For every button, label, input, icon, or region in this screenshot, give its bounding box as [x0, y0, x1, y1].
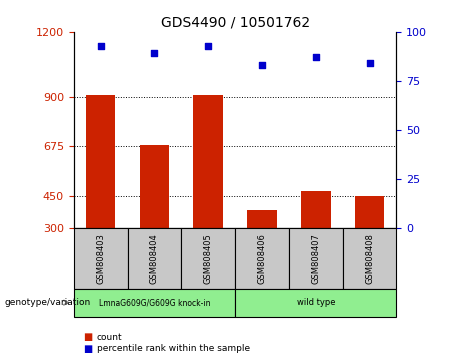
Bar	[128, 228, 181, 289]
Bar	[74, 228, 128, 289]
Title: GDS4490 / 10501762: GDS4490 / 10501762	[160, 15, 310, 29]
Bar	[140, 145, 169, 228]
Point	[97, 43, 104, 48]
Bar	[235, 289, 396, 317]
Bar	[181, 228, 235, 289]
Point	[151, 51, 158, 56]
Text: GSM808407: GSM808407	[311, 233, 320, 284]
Bar	[247, 210, 277, 228]
Text: GSM808403: GSM808403	[96, 233, 105, 284]
Text: ■: ■	[83, 344, 92, 354]
Text: percentile rank within the sample: percentile rank within the sample	[97, 344, 250, 353]
Point	[312, 55, 319, 60]
Bar	[355, 195, 384, 228]
Text: GSM808406: GSM808406	[258, 233, 266, 284]
Text: LmnaG609G/G609G knock-in: LmnaG609G/G609G knock-in	[99, 298, 210, 307]
Text: wild type: wild type	[296, 298, 335, 307]
Bar	[194, 95, 223, 228]
Bar	[289, 228, 343, 289]
Bar	[86, 95, 115, 228]
Text: GSM808405: GSM808405	[204, 233, 213, 284]
Text: GSM808408: GSM808408	[365, 233, 374, 284]
Text: ■: ■	[83, 332, 92, 342]
Bar	[74, 289, 235, 317]
Bar	[301, 191, 331, 228]
Point	[205, 43, 212, 48]
Text: count: count	[97, 332, 123, 342]
Text: GSM808404: GSM808404	[150, 233, 159, 284]
Bar	[235, 228, 289, 289]
Bar	[343, 228, 396, 289]
Point	[258, 62, 266, 68]
Point	[366, 61, 373, 66]
Text: genotype/variation: genotype/variation	[5, 298, 91, 307]
